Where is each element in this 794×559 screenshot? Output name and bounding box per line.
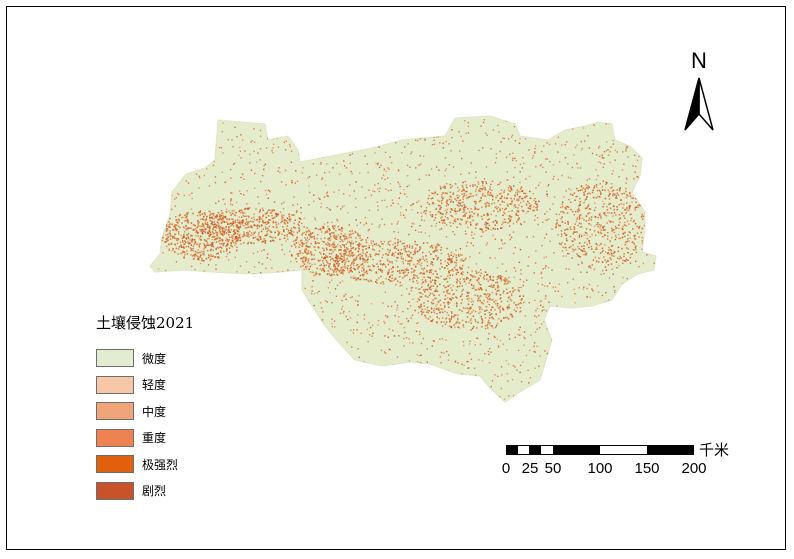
north-arrow: N [681,48,717,136]
legend-label: 剧烈 [142,484,167,499]
legend-item: 轻度 [96,372,194,399]
legend-item: 极强烈 [96,451,194,478]
legend-item: 重度 [96,425,194,452]
legend-swatch [96,428,134,447]
legend-label: 中度 [142,404,167,419]
scale-tick: 100 [587,460,613,477]
legend-swatch [96,349,134,368]
scale-tick: 200 [681,460,707,477]
legend-label: 微度 [142,351,167,366]
legend-item: 微度 [96,345,194,372]
map-frame [6,6,786,550]
scale-unit: 千米 [699,441,730,459]
scale-bar [506,445,694,455]
north-letter: N [691,48,707,73]
scale-tick: 150 [634,460,660,477]
scale-tick: 50 [544,460,562,477]
legend-label: 轻度 [142,378,167,393]
legend-label: 极强烈 [142,457,179,472]
scale-tick: 0 [501,460,511,477]
legend-label: 重度 [142,431,167,446]
legend-item: 剧烈 [96,478,194,505]
legend: 土壤侵蚀2021 微度 轻度 中度 重度 极强烈 剧烈 [96,312,194,504]
legend-title: 土壤侵蚀2021 [96,314,195,332]
legend-swatch [96,402,134,421]
legend-item: 中度 [96,398,194,425]
north-arrow-icon [684,77,714,131]
legend-swatch [96,481,134,500]
scale-tick: 25 [521,460,539,477]
legend-swatch [96,455,134,474]
legend-swatch [96,375,134,394]
